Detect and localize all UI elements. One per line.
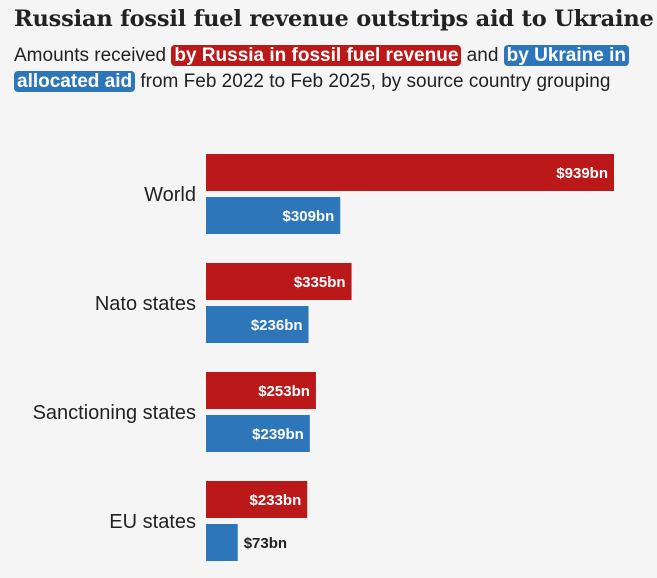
data-label-series-0-sanctioning-states: $253bn xyxy=(258,383,310,400)
bar-series-0-sanctioning-states xyxy=(206,372,316,409)
data-label-series-1-sanctioning-states: $239bn xyxy=(252,426,304,443)
bar-series-1-eu-states xyxy=(206,524,238,561)
data-label-series-1-eu-states: $73bn xyxy=(244,535,287,552)
data-label-series-0-nato-states: $335bn xyxy=(294,274,346,291)
chart-subtitle: Amounts received by Russia in fossil fue… xyxy=(14,43,644,95)
subtitle-text-2: and xyxy=(461,45,504,66)
data-label-series-0-world: $939bn xyxy=(556,165,608,182)
bar-series-1-sanctioning-states xyxy=(206,415,310,452)
bar-series-0-nato-states xyxy=(206,263,352,300)
subtitle-text-1: Amounts received xyxy=(14,45,172,66)
data-label-series-0-eu-states: $233bn xyxy=(250,492,302,509)
bar-series-1-world xyxy=(206,197,341,234)
category-label-nato-states: Nato states xyxy=(95,293,196,315)
data-label-series-1-nato-states: $236bn xyxy=(251,317,303,334)
category-label-sanctioning-states: Sanctioning states xyxy=(33,402,196,424)
bar-series-0-eu-states xyxy=(206,481,308,518)
bar-chart: World $939bn $309bn Nato states $335bn $236bn… xyxy=(33,154,614,561)
bar-series-1-nato-states xyxy=(206,306,309,343)
data-label-series-1-world: $309bn xyxy=(283,208,335,225)
category-label-world: World xyxy=(144,184,196,206)
subtitle-text-3: from Feb 2022 to Feb 2025, by source cou… xyxy=(135,71,611,92)
category-label-eu-states: EU states xyxy=(109,511,196,533)
subtitle-highlight-russia: by Russia in fossil fuel revenue xyxy=(171,45,462,66)
chart-title: Russian fossil fuel revenue outstrips ai… xyxy=(14,6,654,32)
bar-series-0-world xyxy=(206,154,614,191)
